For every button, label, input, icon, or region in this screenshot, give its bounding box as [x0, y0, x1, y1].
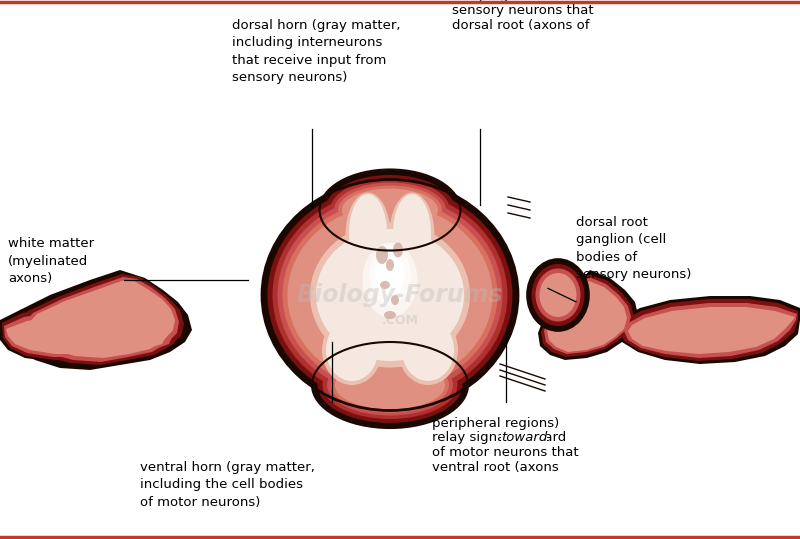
Ellipse shape: [316, 229, 464, 361]
Ellipse shape: [322, 351, 458, 419]
Ellipse shape: [267, 185, 513, 405]
Ellipse shape: [282, 200, 498, 390]
Text: of motor neurons that: of motor neurons that: [432, 446, 578, 459]
Polygon shape: [620, 299, 798, 361]
Ellipse shape: [535, 268, 581, 321]
Ellipse shape: [349, 194, 387, 272]
Ellipse shape: [326, 319, 378, 381]
Text: from: from: [521, 0, 552, 2]
Ellipse shape: [331, 357, 449, 412]
Polygon shape: [6, 316, 165, 354]
Ellipse shape: [327, 355, 453, 416]
Polygon shape: [618, 296, 800, 364]
Polygon shape: [624, 303, 797, 358]
Text: white matter
(myelinated
axons): white matter (myelinated axons): [8, 237, 94, 285]
Ellipse shape: [320, 170, 460, 250]
Text: ventral horn (gray matter,
including the cell bodies
of motor neurons): ventral horn (gray matter, including the…: [140, 461, 315, 509]
Polygon shape: [10, 270, 192, 370]
Ellipse shape: [362, 243, 418, 317]
Ellipse shape: [338, 185, 442, 234]
Text: from: from: [521, 0, 552, 2]
Polygon shape: [0, 305, 183, 362]
Ellipse shape: [287, 205, 493, 385]
Polygon shape: [27, 280, 175, 358]
Text: dorsal horn (gray matter,
including interneurons
that receive input from
sensory: dorsal horn (gray matter, including inte…: [232, 19, 401, 85]
Ellipse shape: [342, 189, 438, 231]
Ellipse shape: [393, 194, 431, 272]
Ellipse shape: [325, 175, 455, 245]
Ellipse shape: [376, 246, 388, 264]
Ellipse shape: [386, 259, 394, 271]
Ellipse shape: [334, 183, 446, 238]
Ellipse shape: [369, 245, 411, 305]
Ellipse shape: [398, 315, 458, 385]
Polygon shape: [4, 312, 172, 357]
Text: ventral root (axons: ventral root (axons: [432, 461, 558, 474]
Polygon shape: [18, 274, 184, 365]
Ellipse shape: [273, 190, 507, 400]
Ellipse shape: [375, 251, 405, 295]
Ellipse shape: [391, 295, 399, 305]
Ellipse shape: [330, 179, 450, 241]
Polygon shape: [544, 277, 631, 354]
Ellipse shape: [539, 273, 577, 317]
Ellipse shape: [380, 281, 390, 289]
Ellipse shape: [531, 264, 585, 326]
Ellipse shape: [262, 180, 518, 410]
Polygon shape: [538, 270, 638, 360]
Ellipse shape: [310, 223, 470, 368]
Polygon shape: [23, 277, 179, 362]
Ellipse shape: [527, 259, 589, 331]
Polygon shape: [541, 274, 634, 357]
Ellipse shape: [346, 192, 390, 278]
Ellipse shape: [335, 361, 445, 410]
Text: relay signals from: relay signals from: [452, 0, 571, 2]
Polygon shape: [547, 281, 627, 352]
Ellipse shape: [278, 195, 502, 395]
Text: peripheral regions): peripheral regions): [432, 417, 559, 430]
Text: Biology-Forums: Biology-Forums: [297, 283, 503, 307]
Ellipse shape: [313, 342, 467, 427]
Polygon shape: [628, 307, 795, 354]
Text: toward: toward: [501, 431, 547, 444]
Polygon shape: [2, 308, 177, 360]
Text: dorsal root (axons of: dorsal root (axons of: [452, 19, 590, 32]
Ellipse shape: [322, 315, 382, 385]
Ellipse shape: [402, 319, 454, 381]
Ellipse shape: [390, 192, 434, 278]
Ellipse shape: [318, 347, 462, 423]
Text: sensory neurons that: sensory neurons that: [452, 4, 594, 17]
Text: toward: toward: [501, 431, 547, 444]
Text: .COM: .COM: [382, 314, 418, 327]
Ellipse shape: [393, 243, 403, 258]
Text: dorsal root
ganglion (cell
bodies of
sensory neurons): dorsal root ganglion (cell bodies of sen…: [576, 216, 691, 281]
Text: relay signals toward: relay signals toward: [432, 431, 566, 444]
Ellipse shape: [384, 311, 396, 319]
